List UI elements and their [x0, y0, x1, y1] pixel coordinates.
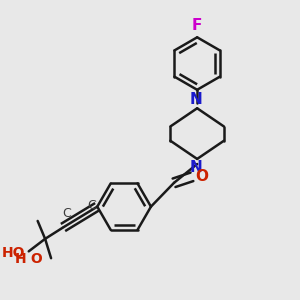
Text: C: C	[87, 199, 95, 212]
Text: C: C	[62, 207, 71, 220]
Text: O: O	[196, 169, 208, 184]
Text: HO: HO	[2, 246, 26, 260]
Text: F: F	[192, 18, 202, 33]
Text: O: O	[26, 252, 43, 266]
Text: N: N	[190, 160, 203, 175]
Text: H: H	[15, 252, 26, 266]
Text: N: N	[190, 92, 203, 107]
